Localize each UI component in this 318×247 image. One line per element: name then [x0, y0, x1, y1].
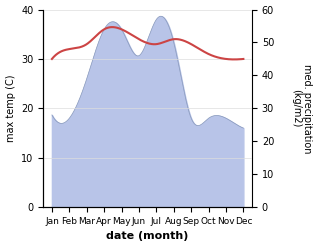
- X-axis label: date (month): date (month): [107, 231, 189, 242]
- Y-axis label: med. precipitation
(kg/m2): med. precipitation (kg/m2): [291, 64, 313, 153]
- Y-axis label: max temp (C): max temp (C): [5, 75, 16, 142]
